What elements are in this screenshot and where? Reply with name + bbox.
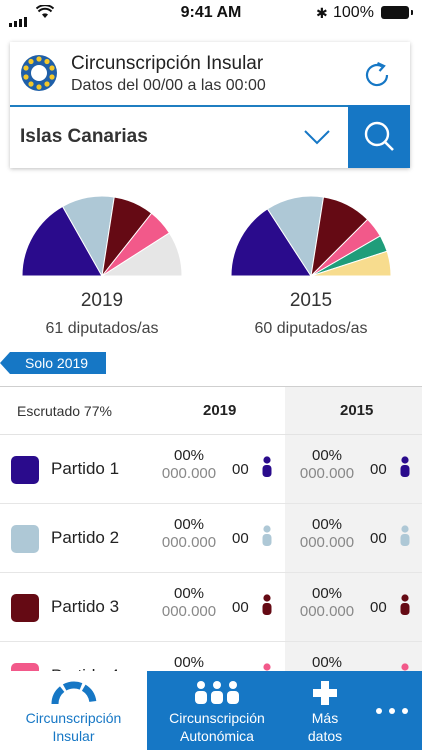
vote-percent: 00% [311, 516, 343, 533]
more-dots-icon [376, 708, 408, 714]
chevron-down-icon[interactable] [303, 128, 331, 146]
seat-count: 00 [232, 599, 249, 616]
chart-seats: 60 diputados/as [254, 320, 368, 337]
vote-count: 000.000 [299, 465, 355, 482]
deputy-icon [262, 594, 272, 615]
plus-icon [313, 681, 337, 705]
tab-mas-datos[interactable]: Más datos [287, 671, 363, 750]
people-icon [195, 681, 239, 704]
seat-chart-2019: 2019 61 diputados/as [20, 196, 184, 338]
party-color-swatch [11, 525, 39, 553]
tag-shape [0, 352, 106, 374]
signal-icon [9, 9, 29, 27]
tab-circunscripcion-insular[interactable]: Circunscripción Insular [0, 671, 147, 750]
data-timestamp: Datos del 00/00 a las 00:00 [71, 77, 266, 94]
cell-2019: 00% 000.000 [154, 516, 224, 551]
deputy-icon [262, 456, 272, 477]
chart-slice [100, 232, 183, 277]
vote-count: 000.000 [299, 603, 355, 620]
tab-label: Más [311, 710, 339, 726]
deputy-icon [400, 456, 410, 477]
cell-2015: 00% 000.000 [292, 585, 362, 620]
chart-slice [310, 250, 392, 277]
chart-year: 2015 [289, 290, 333, 311]
vote-percent: 00% [173, 516, 205, 533]
vote-percent: 00% [311, 585, 343, 602]
vote-percent: 00% [173, 447, 205, 464]
deputy-icon [400, 525, 410, 546]
filter-tag[interactable]: Solo 2019 [0, 352, 106, 374]
refresh-icon[interactable] [360, 58, 394, 92]
table-row[interactable]: Partido 3 00% 000.000 00 00% 000.000 00 [0, 572, 422, 642]
battery-percent: 100% [333, 4, 374, 21]
column-header-2015[interactable]: 2015 [340, 402, 374, 419]
table-divider [0, 386, 422, 387]
hemicycle-chart [21, 196, 183, 278]
parliament-logo-icon [21, 55, 57, 91]
tab-circunscripcion-autonomica[interactable]: Circunscripción Autonómica [147, 671, 287, 750]
vote-percent: 00% [311, 654, 343, 671]
header-divider [10, 105, 348, 107]
scrutiny-label: Escrutado 77% [17, 403, 112, 419]
seat-chart-2015: 2015 60 diputados/as [229, 196, 393, 338]
battery-icon [381, 6, 413, 19]
wifi-icon [36, 5, 54, 18]
bottom-navigation: Circunscripción Insular Circunscripción … [0, 671, 422, 750]
party-color-swatch [11, 594, 39, 622]
hemicycle-icon [51, 681, 97, 705]
page-title: Circunscripción Insular [71, 53, 264, 74]
cell-2019: 00% [154, 654, 224, 672]
chart-seats: 61 diputados/as [45, 320, 159, 337]
column-header-2019[interactable]: 2019 [203, 402, 237, 419]
status-bar: 9:41 AM ✱ 100% [0, 0, 422, 27]
bluetooth-icon: ✱ [316, 5, 328, 21]
table-row[interactable]: Partido 2 00% 000.000 00 00% 000.000 00 [0, 503, 422, 573]
cell-2019: 00% 000.000 [154, 585, 224, 620]
vote-count: 000.000 [161, 534, 217, 551]
tab-label: Autonómica [180, 728, 254, 744]
party-name: Partido 2 [51, 528, 120, 547]
chart-slice [21, 205, 103, 277]
tab-label: Insular [52, 728, 95, 744]
tab-label: Circunscripción [169, 710, 265, 726]
table-row[interactable]: Partido 1 00% 000.000 00 00% 000.000 00 [0, 434, 422, 504]
table-header: Escrutado 77% 2019 2015 [0, 387, 422, 435]
vote-percent: 00% [173, 654, 205, 671]
region-label: Islas Canarias [20, 126, 148, 147]
seat-count: 00 [232, 461, 249, 478]
search-icon [364, 121, 394, 151]
vote-percent: 00% [311, 447, 343, 464]
party-name: Partido 1 [51, 459, 120, 478]
chart-slice [230, 208, 312, 277]
party-name: Partido 3 [51, 597, 120, 616]
tab-label: datos [307, 728, 343, 744]
seat-count: 00 [370, 530, 387, 547]
region-selector[interactable]: Islas Canarias [10, 105, 410, 168]
vote-percent: 00% [173, 585, 205, 602]
filter-tag-label: Solo 2019 [25, 355, 89, 371]
chart-year: 2019 [80, 290, 124, 311]
more-button[interactable] [363, 671, 422, 750]
status-time: 9:41 AM [180, 4, 242, 21]
vote-count: 000.000 [161, 465, 217, 482]
cell-2019: 00% 000.000 [154, 447, 224, 482]
hemicycle-chart [230, 196, 392, 278]
party-color-swatch [11, 456, 39, 484]
search-button[interactable] [348, 105, 410, 168]
cell-2015: 00% [292, 654, 362, 672]
seat-count: 00 [370, 461, 387, 478]
header-card: Circunscripción Insular Datos del 00/00 … [10, 42, 410, 168]
deputy-icon [262, 525, 272, 546]
seat-count: 00 [370, 599, 387, 616]
vote-count: 000.000 [299, 534, 355, 551]
column-2015-background [285, 387, 422, 677]
seat-count: 00 [232, 530, 249, 547]
cell-2015: 00% 000.000 [292, 447, 362, 482]
vote-count: 000.000 [161, 603, 217, 620]
cell-2015: 00% 000.000 [292, 516, 362, 551]
nav-blue-area: Circunscripción Autonómica Más datos [147, 671, 422, 750]
deputy-icon [400, 594, 410, 615]
tab-label: Circunscripción [25, 710, 122, 726]
